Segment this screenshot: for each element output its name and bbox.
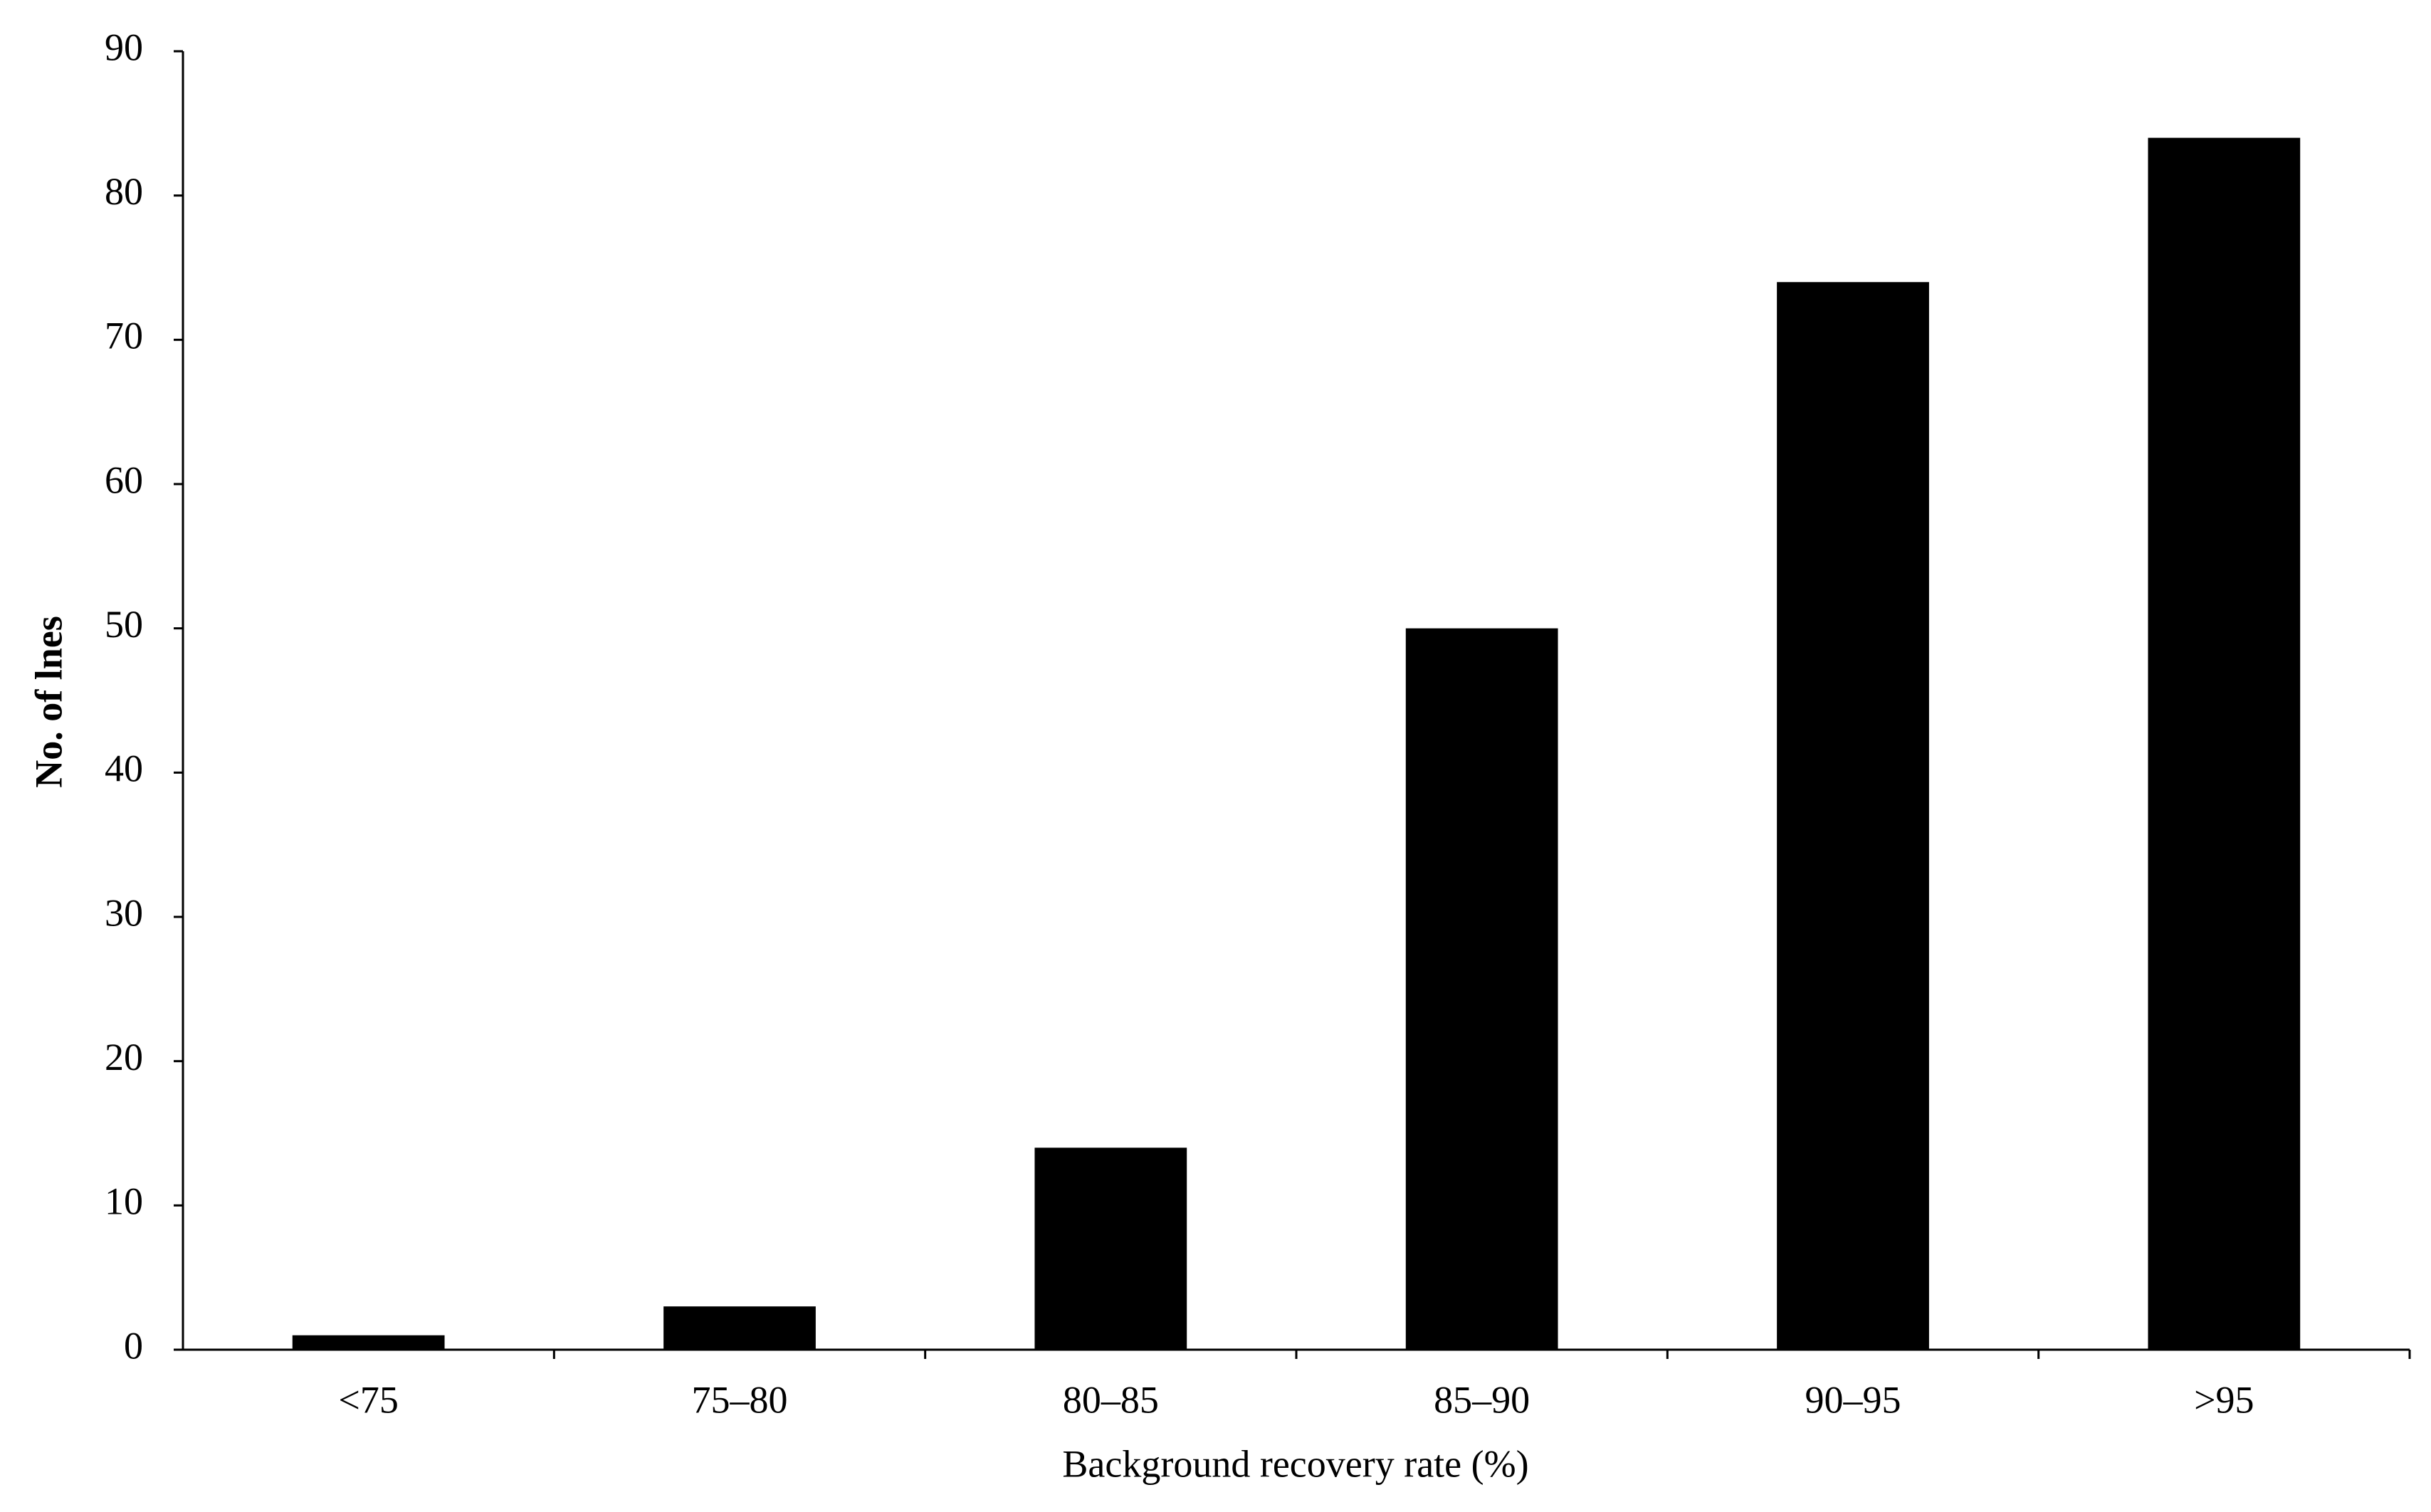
y-tick-label: 30 bbox=[105, 891, 143, 934]
y-tick-label: 70 bbox=[105, 315, 143, 357]
x-tick-label: 90–95 bbox=[1805, 1378, 1901, 1421]
x-tick-label: <75 bbox=[338, 1378, 398, 1421]
y-tick-label: 10 bbox=[105, 1180, 143, 1223]
x-tick-label: 75–80 bbox=[692, 1378, 788, 1421]
bar bbox=[1777, 282, 1929, 1350]
y-tick-label: 40 bbox=[105, 747, 143, 790]
x-tick-label: 80–85 bbox=[1063, 1378, 1159, 1421]
y-tick-label: 60 bbox=[105, 458, 143, 501]
bar bbox=[2148, 137, 2301, 1350]
y-tick-label: 0 bbox=[124, 1324, 143, 1367]
x-tick-label: >95 bbox=[2194, 1378, 2254, 1421]
y-axis-label: No. of lnes bbox=[27, 616, 70, 788]
x-axis-label: Background recovery rate (%) bbox=[1062, 1442, 1528, 1485]
y-tick-label: 80 bbox=[105, 170, 143, 213]
bar bbox=[1034, 1148, 1187, 1350]
y-tick-label: 20 bbox=[105, 1036, 143, 1078]
y-tick-label: 50 bbox=[105, 603, 143, 646]
bar bbox=[292, 1335, 445, 1350]
bar bbox=[1405, 628, 1558, 1350]
bar bbox=[663, 1306, 816, 1350]
y-tick-label: 90 bbox=[105, 26, 143, 68]
x-tick-label: 85–90 bbox=[1434, 1378, 1530, 1421]
